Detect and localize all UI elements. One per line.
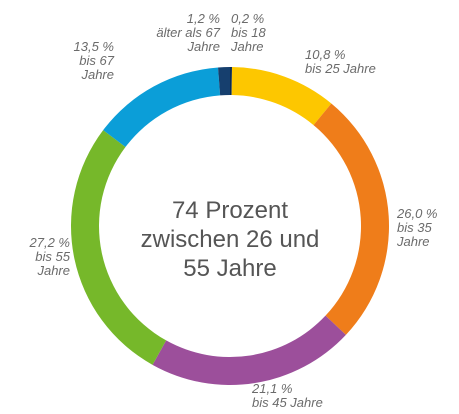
value-label: 10,8 % (305, 47, 346, 62)
donut-segment (103, 67, 221, 148)
category-label: bis 45 Jahre (252, 395, 323, 410)
donut-segment (71, 130, 167, 365)
value-label: 13,5 % (73, 39, 114, 54)
value-label: 0,2 % (231, 11, 265, 26)
donut-segment (231, 67, 332, 126)
category-label: bis 67 Jahre (79, 53, 114, 82)
segment-label: 21,1 % bis 45 Jahre (252, 382, 362, 410)
category-label: bis 55 Jahre (35, 249, 70, 278)
category-label: bis 25 Jahre (305, 61, 376, 76)
segment-label: 27,2 % bis 55 Jahre (6, 236, 70, 278)
value-label: 27,2 % (29, 235, 70, 250)
donut-segment (218, 67, 230, 96)
segment-label: 10,8 % bis 25 Jahre (305, 48, 415, 76)
center-text: 74 Prozent zwischen 26 und 55 Jahre (140, 197, 320, 282)
segment-label: 26,0 % bis 35 Jahre (397, 207, 459, 249)
category-label: älter als 67 Jahre (156, 25, 220, 54)
value-label: 21,1 % (252, 381, 293, 396)
donut-segment (230, 67, 232, 96)
donut-segment (313, 103, 389, 335)
donut-segment (152, 315, 346, 385)
segment-label: 13,5 % bis 67 Jahre (48, 40, 114, 82)
category-label: bis 35 Jahre (397, 220, 432, 249)
segment-label: 0,2 % bis 18 Jahre (231, 12, 293, 54)
segment-label: 1,2 % älter als 67 Jahre (154, 12, 220, 54)
value-label: 1,2 % (186, 11, 220, 26)
value-label: 26,0 % (397, 206, 438, 221)
category-label: bis 18 Jahre (231, 25, 266, 54)
